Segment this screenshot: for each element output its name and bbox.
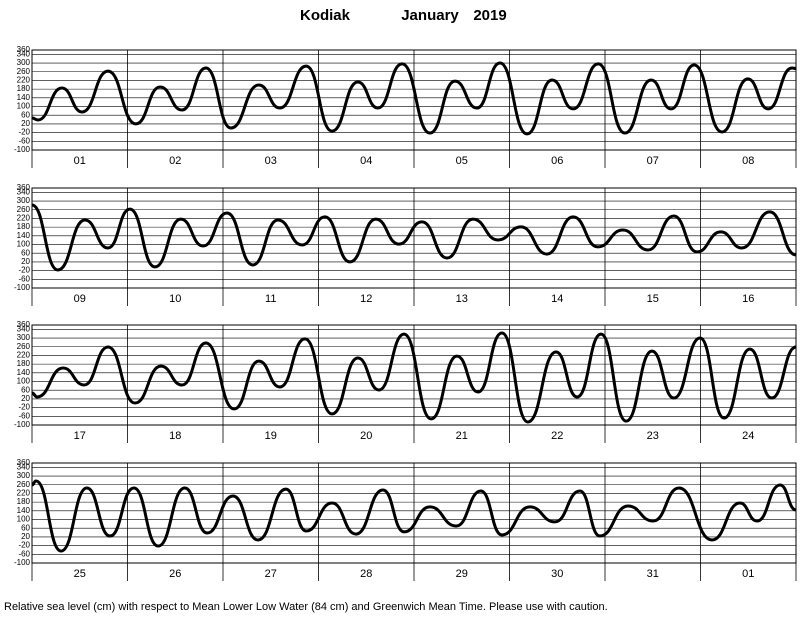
- day-label: 22: [551, 430, 563, 442]
- day-label: 07: [647, 155, 659, 167]
- day-label: 25: [74, 568, 86, 580]
- y-tick-label: 60: [21, 248, 30, 257]
- y-tick-label: 220: [17, 489, 31, 498]
- panel-frame: [31, 187, 797, 289]
- y-tick-label: -20: [18, 266, 30, 275]
- y-tick-label: 180: [17, 84, 31, 93]
- y-tick-label: 360: [17, 183, 31, 192]
- y-tick-label: 300: [17, 333, 31, 342]
- y-tick-label: -60: [18, 274, 30, 283]
- y-tick-label: 20: [21, 257, 30, 266]
- y-tick-label: -20: [18, 128, 30, 137]
- y-tick-label: 300: [17, 58, 31, 67]
- y-tick-label: 360: [17, 45, 31, 54]
- tide-curve: [31, 61, 797, 136]
- y-tick-label: 20: [21, 119, 30, 128]
- day-label: 01: [742, 568, 754, 580]
- day-label: 01: [74, 155, 86, 167]
- day-label: 04: [360, 155, 372, 167]
- y-tick-label: 220: [17, 76, 31, 85]
- y-tick-label: 180: [17, 222, 31, 231]
- y-tick-label: 60: [21, 385, 30, 394]
- day-label: 03: [265, 155, 277, 167]
- day-label: 29: [456, 568, 468, 580]
- day-label: 05: [456, 155, 468, 167]
- day-label: 23: [647, 430, 659, 442]
- y-tick-label: 20: [21, 394, 30, 403]
- y-tick-label: 180: [17, 359, 31, 368]
- day-label: 14: [551, 293, 563, 305]
- y-tick-label: 60: [21, 110, 30, 119]
- y-tick-label: 340: [17, 49, 31, 58]
- day-label: 24: [742, 430, 754, 442]
- day-label: 17: [74, 430, 86, 442]
- y-tick-label: -20: [18, 403, 30, 412]
- y-tick-label: 100: [17, 102, 31, 111]
- y-tick-label: 100: [17, 377, 31, 386]
- y-tick-label: 140: [17, 368, 31, 377]
- y-tick-label: 180: [17, 497, 31, 506]
- day-label: 13: [456, 293, 468, 305]
- tide-curve: [31, 203, 797, 272]
- day-label: 09: [74, 293, 86, 305]
- day-label: 27: [265, 568, 277, 580]
- panel-frame: [31, 324, 797, 426]
- y-tick-label: 100: [17, 240, 31, 249]
- y-tick-label: 340: [17, 462, 31, 471]
- day-label: 08: [742, 155, 754, 167]
- y-tick-label: -100: [14, 283, 31, 292]
- y-tick-label: 60: [21, 523, 30, 532]
- y-tick-label: 220: [17, 351, 31, 360]
- day-label: 10: [169, 293, 181, 305]
- day-label: 30: [551, 568, 563, 580]
- day-label: 19: [265, 430, 277, 442]
- y-tick-label: 260: [17, 342, 31, 351]
- y-tick-label: 220: [17, 214, 31, 223]
- day-label: 15: [647, 293, 659, 305]
- day-label: 06: [551, 155, 563, 167]
- tide-curve: [31, 331, 797, 424]
- day-label: 16: [742, 293, 754, 305]
- tide-curve: [31, 479, 797, 553]
- y-tick-label: 300: [17, 196, 31, 205]
- day-label: 02: [169, 155, 181, 167]
- place-title: Kodiak: [300, 7, 351, 24]
- y-tick-label: 140: [17, 231, 31, 240]
- y-tick-label: 300: [17, 471, 31, 480]
- y-tick-label: -100: [14, 145, 31, 154]
- month-title: January: [401, 7, 459, 24]
- y-tick-label: 340: [17, 324, 31, 333]
- footer-note: Relative sea level (cm) with respect to …: [4, 601, 608, 613]
- y-tick-label: -60: [18, 549, 30, 558]
- y-tick-label: 360: [17, 458, 31, 467]
- day-label: 28: [360, 568, 372, 580]
- day-label: 31: [647, 568, 659, 580]
- day-label: 20: [360, 430, 372, 442]
- day-label: 26: [169, 568, 181, 580]
- y-tick-label: 260: [17, 205, 31, 214]
- year-title: 2019: [473, 7, 506, 24]
- y-tick-label: -100: [14, 558, 31, 567]
- y-tick-label: 140: [17, 506, 31, 515]
- y-tick-label: -60: [18, 136, 30, 145]
- day-label: 12: [360, 293, 372, 305]
- y-tick-label: 360: [17, 320, 31, 329]
- y-tick-label: -100: [14, 420, 31, 429]
- day-label: 21: [456, 430, 468, 442]
- day-label: 11: [265, 293, 276, 305]
- y-tick-label: 100: [17, 515, 31, 524]
- y-tick-label: 140: [17, 93, 31, 102]
- y-tick-label: -20: [18, 541, 30, 550]
- y-tick-label: 340: [17, 187, 31, 196]
- y-tick-label: 260: [17, 480, 31, 489]
- y-tick-label: -60: [18, 411, 30, 420]
- panel-frame: [31, 462, 797, 564]
- y-tick-label: 260: [17, 67, 31, 76]
- panel-frame: [31, 49, 797, 151]
- y-tick-label: 20: [21, 532, 30, 541]
- day-label: 18: [169, 430, 181, 442]
